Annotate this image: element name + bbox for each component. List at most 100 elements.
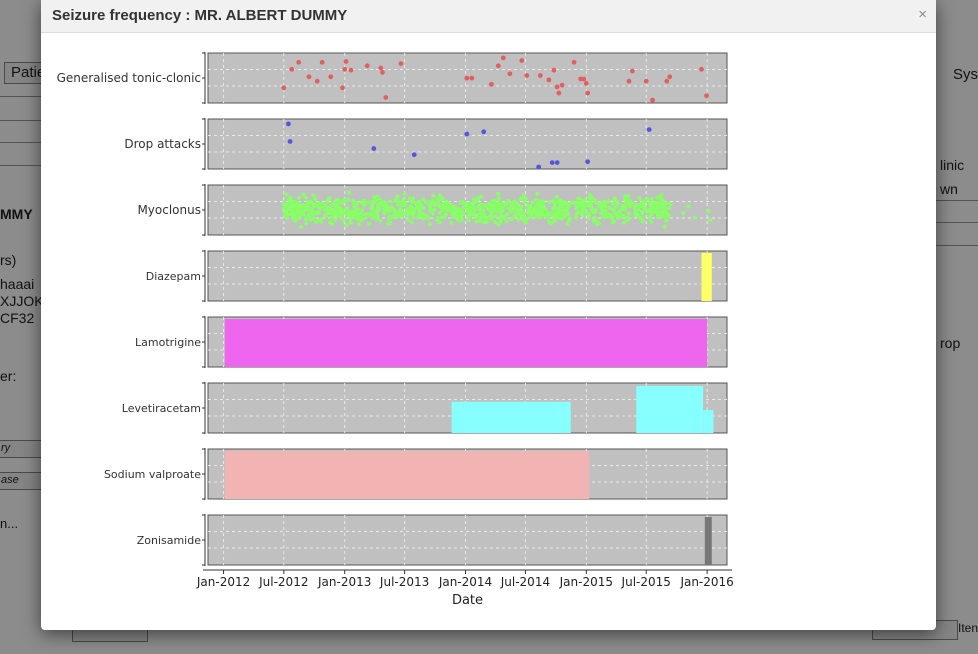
event-point xyxy=(428,208,433,213)
close-icon[interactable]: × xyxy=(918,6,927,23)
event-point xyxy=(524,73,530,78)
event-point xyxy=(351,201,356,206)
panel-label: Zonisamide xyxy=(137,534,202,547)
panel-label: Diazepam xyxy=(146,270,201,283)
event-point xyxy=(375,194,380,199)
event-point xyxy=(648,200,653,205)
event-point xyxy=(333,210,338,215)
event-point xyxy=(612,196,617,201)
event-point xyxy=(557,204,562,209)
event-point xyxy=(406,217,411,222)
event-point xyxy=(388,199,393,204)
event-point xyxy=(699,66,704,72)
event-point xyxy=(370,203,375,208)
event-point xyxy=(364,200,369,205)
event-point xyxy=(507,71,513,77)
event-point xyxy=(623,194,628,199)
event-point xyxy=(649,219,654,224)
event-point xyxy=(620,206,625,211)
event-point xyxy=(664,78,670,84)
event-point xyxy=(370,206,375,211)
event-point xyxy=(493,214,498,219)
event-point xyxy=(546,199,551,204)
panel-label: Myoclonus xyxy=(137,203,201,217)
event-point xyxy=(640,211,645,216)
event-point xyxy=(500,208,505,213)
event-point xyxy=(350,198,355,203)
event-point xyxy=(418,202,423,207)
treatment-bar xyxy=(224,451,590,499)
event-point xyxy=(704,93,709,99)
event-point xyxy=(552,218,557,223)
event-point xyxy=(378,65,384,71)
event-point xyxy=(326,197,331,202)
event-point xyxy=(585,90,591,96)
event-point xyxy=(581,204,586,209)
event-point xyxy=(561,208,566,213)
event-point xyxy=(292,215,297,220)
event-point xyxy=(564,210,569,215)
event-point xyxy=(502,214,507,219)
event-point xyxy=(565,222,570,227)
event-point xyxy=(499,205,504,210)
event-point xyxy=(623,205,628,210)
event-point xyxy=(510,203,515,208)
x-axis: Jan-2012 Jul-2012 Jan-2013 Jul-2013 Jan-2014… xyxy=(196,569,734,608)
event-point xyxy=(592,219,597,224)
event-point xyxy=(447,203,452,208)
event-point xyxy=(552,214,557,219)
event-point xyxy=(287,139,293,144)
event-point xyxy=(466,218,471,223)
event-point xyxy=(653,203,658,208)
event-point xyxy=(437,220,442,225)
event-point xyxy=(546,219,551,224)
event-point xyxy=(535,191,540,196)
event-point xyxy=(297,195,302,200)
x-tick-label: Jan-2016 xyxy=(679,575,733,589)
event-point xyxy=(523,220,528,225)
event-point xyxy=(549,160,555,166)
panel-label: Lamotrigine xyxy=(135,336,201,349)
event-point xyxy=(296,200,301,205)
event-point xyxy=(405,212,410,217)
event-point xyxy=(486,216,491,221)
event-point xyxy=(405,209,410,214)
background-right-label: Sys xyxy=(953,66,978,83)
event-point xyxy=(398,61,404,66)
event-point xyxy=(647,215,652,220)
event-point xyxy=(281,85,287,91)
event-point xyxy=(512,214,517,219)
event-point xyxy=(601,199,606,204)
panel-label: Generalised tonic-clonic xyxy=(57,71,201,85)
event-point xyxy=(663,201,668,206)
event-point xyxy=(585,201,590,206)
event-point xyxy=(301,208,306,213)
event-point xyxy=(516,217,521,222)
event-point xyxy=(339,215,344,220)
event-point xyxy=(548,212,553,217)
event-point xyxy=(402,203,407,208)
event-point xyxy=(537,73,543,78)
event-point xyxy=(668,202,673,207)
event-point xyxy=(360,214,365,219)
event-point xyxy=(329,207,334,212)
event-point xyxy=(505,212,510,217)
event-point xyxy=(297,213,302,218)
event-point xyxy=(488,81,494,87)
event-point xyxy=(611,213,616,218)
event-point xyxy=(374,216,379,221)
event-point xyxy=(610,207,615,212)
event-point xyxy=(518,196,523,201)
bg-fragment: XJJOK xyxy=(0,293,44,309)
event-point xyxy=(496,196,501,201)
bg-fragment: rop xyxy=(940,335,961,351)
event-point xyxy=(645,197,650,202)
event-point xyxy=(527,208,532,213)
bg-fragment: ase xyxy=(1,474,19,486)
event-point xyxy=(339,85,345,91)
event-point xyxy=(336,201,341,206)
bg-footer-right: Iten xyxy=(958,621,978,635)
bg-divider xyxy=(0,96,41,97)
event-point xyxy=(601,214,606,219)
event-point xyxy=(526,203,531,208)
